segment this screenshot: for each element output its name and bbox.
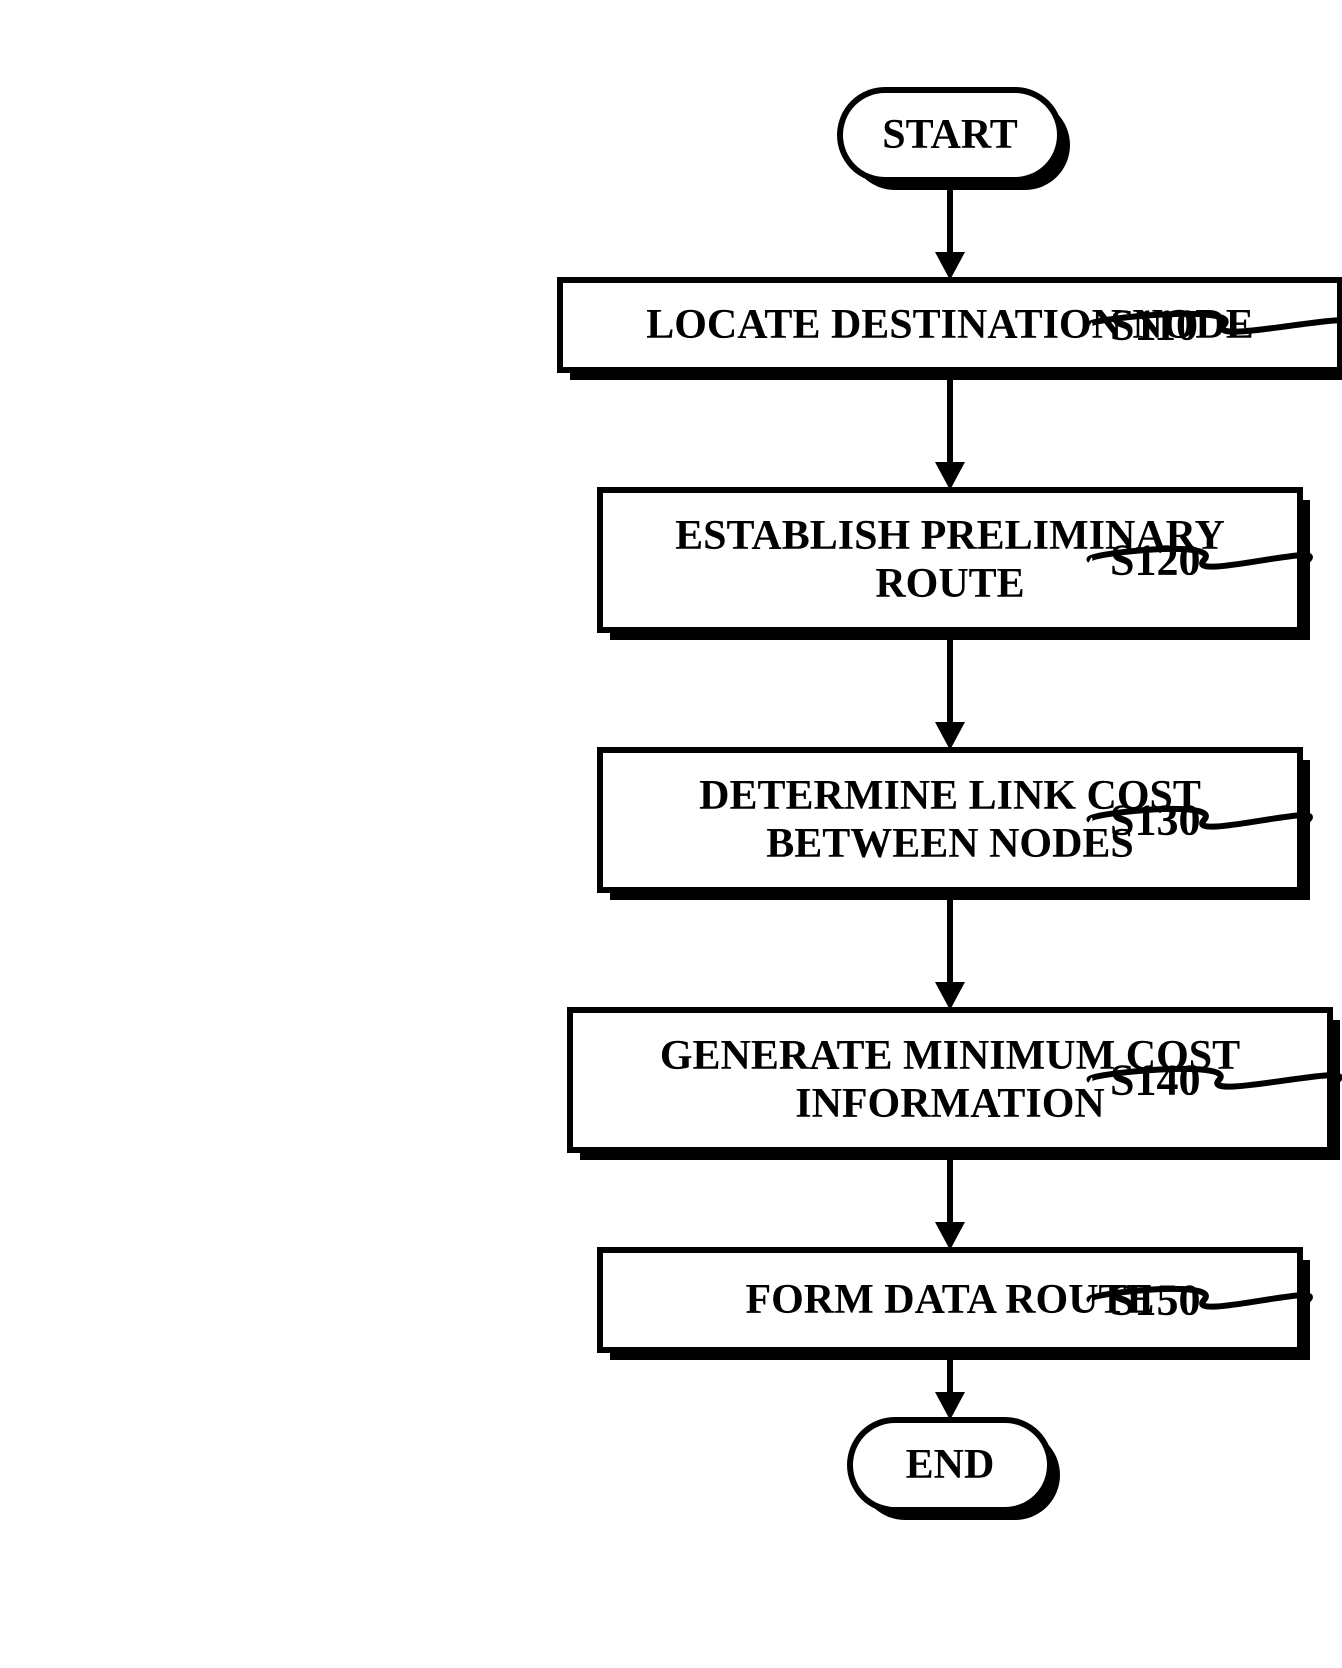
s150-ref-label: S150 (1110, 1276, 1200, 1325)
s130-ref-label: S130 (1110, 796, 1200, 845)
s140-ref-label: S140 (1110, 1056, 1200, 1105)
s120-ref-label: S120 (1110, 536, 1200, 585)
s110-ref-label: S110 (1110, 301, 1198, 350)
start-label: START (882, 112, 1017, 158)
flowchart-canvas: STARTLOCATE DESTINATION NODES110ESTABLIS… (0, 0, 1342, 1668)
end-label: END (906, 1442, 995, 1488)
